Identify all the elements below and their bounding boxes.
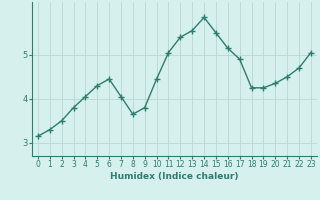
X-axis label: Humidex (Indice chaleur): Humidex (Indice chaleur) xyxy=(110,172,239,181)
